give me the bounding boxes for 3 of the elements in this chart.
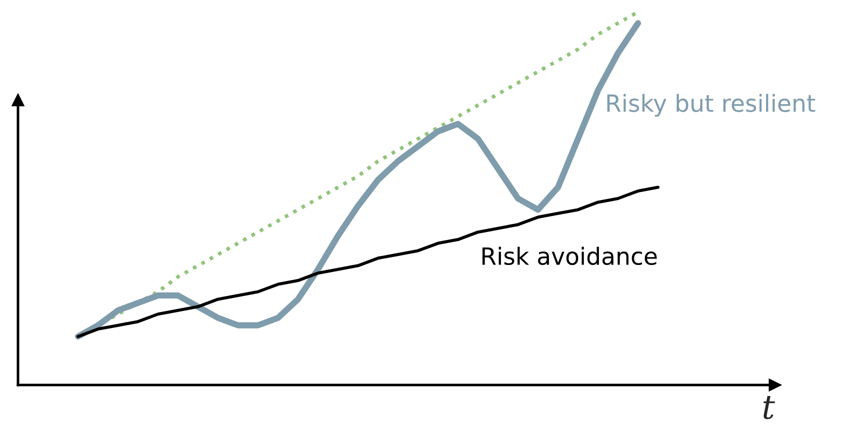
series-label: Risky but resilient	[607, 94, 816, 117]
series-label: Risk avoidance	[482, 246, 657, 266]
x-axis-title: t	[763, 396, 776, 420]
